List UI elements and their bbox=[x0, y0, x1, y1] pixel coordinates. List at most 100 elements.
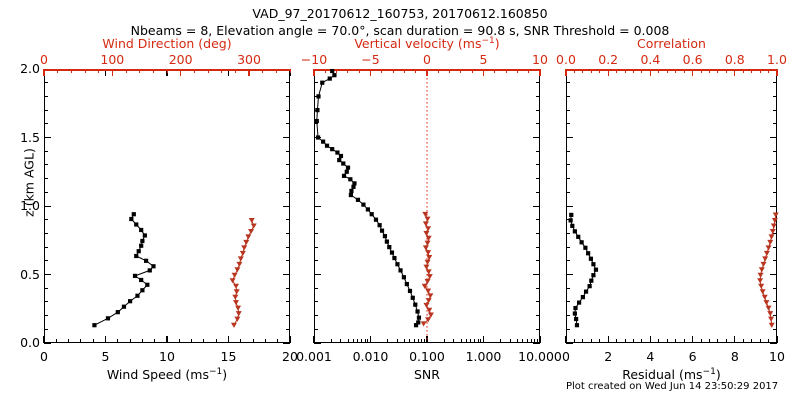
y-tick-minor bbox=[44, 178, 48, 180]
x-top-tick-minor bbox=[768, 69, 770, 73]
x-top-tick-major bbox=[248, 69, 250, 76]
x-tick-minor bbox=[536, 339, 538, 343]
x-tick-minor bbox=[526, 339, 528, 343]
y-tick-major bbox=[314, 274, 321, 276]
y-tick-label: 2.0 bbox=[20, 61, 40, 76]
x-top-tick-minor bbox=[221, 69, 223, 73]
y-tick-minor bbox=[536, 328, 540, 330]
y-tick-major bbox=[283, 274, 290, 276]
x-tick-minor bbox=[443, 339, 445, 343]
x-top-tick-minor bbox=[70, 69, 72, 73]
y-tick-minor bbox=[286, 95, 290, 97]
x-tick-minor bbox=[768, 339, 770, 343]
x-tick-major bbox=[539, 336, 541, 343]
x-tick-minor bbox=[465, 339, 467, 343]
y-tick-minor bbox=[314, 315, 318, 317]
y-tick-minor bbox=[536, 219, 540, 221]
y-tick-minor bbox=[286, 82, 290, 84]
y-tick-minor bbox=[314, 95, 318, 97]
x-tick-minor bbox=[708, 339, 710, 343]
y-tick-major bbox=[770, 274, 777, 276]
y-tick-minor bbox=[566, 205, 570, 207]
y-tick-minor bbox=[566, 328, 570, 330]
x-tick-label: 0.010 bbox=[352, 349, 389, 364]
x-axis-title-bottom: Residual (ms−1) bbox=[622, 367, 721, 383]
x-tick-minor bbox=[357, 339, 359, 343]
x-tick-minor bbox=[252, 339, 254, 343]
x-top-tick-minor bbox=[234, 69, 236, 73]
x-axis-title-top: Wind Direction (deg) bbox=[102, 36, 232, 51]
x-tick-label: 5 bbox=[101, 349, 110, 364]
x-top-tick-minor bbox=[528, 69, 530, 73]
x-tick-minor bbox=[683, 339, 685, 343]
y-tick-minor bbox=[536, 260, 540, 262]
y-tick-minor bbox=[566, 287, 570, 289]
y-tick-minor bbox=[314, 232, 318, 234]
y-tick-minor bbox=[286, 328, 290, 330]
x-tick-minor bbox=[725, 339, 727, 343]
y-tick-minor bbox=[566, 315, 570, 317]
x-tick-minor bbox=[80, 339, 82, 343]
y-tick-minor bbox=[286, 191, 290, 193]
y-tick-minor bbox=[286, 205, 290, 207]
x-tick-minor bbox=[453, 339, 455, 343]
x-top-tick-major bbox=[482, 69, 485, 76]
y-tick-minor bbox=[314, 328, 318, 330]
x-top-tick-minor bbox=[666, 69, 668, 73]
y-tick-minor bbox=[773, 301, 777, 303]
x-top-tick-label: −10 bbox=[300, 52, 328, 67]
y-tick-minor bbox=[314, 164, 318, 166]
y-tick-minor bbox=[773, 287, 777, 289]
x-top-tick-major bbox=[313, 69, 315, 76]
y-tick-label: 1.5 bbox=[20, 129, 40, 145]
y-tick-minor bbox=[286, 219, 290, 221]
x-top-tick-minor bbox=[152, 69, 154, 73]
x-tick-minor bbox=[599, 339, 601, 343]
x-tick-minor bbox=[460, 339, 462, 343]
y-tick-minor bbox=[566, 109, 570, 111]
x-top-tick-label: 1.0 bbox=[767, 52, 787, 67]
y-tick-minor bbox=[44, 232, 48, 234]
x-tick-label: 20 bbox=[282, 349, 298, 364]
y-tick-label: 0.5 bbox=[20, 266, 40, 282]
x-tick-major bbox=[166, 336, 168, 343]
x-tick-major bbox=[607, 336, 609, 343]
x-tick-minor bbox=[240, 339, 242, 343]
x-tick-label: 8 bbox=[730, 349, 739, 364]
x-top-tick-minor bbox=[471, 69, 473, 73]
y-tick-minor bbox=[314, 301, 318, 303]
x-top-tick-minor bbox=[658, 69, 660, 73]
y-tick-major bbox=[283, 137, 290, 139]
y-tick-major bbox=[314, 342, 321, 344]
y-tick-minor bbox=[286, 246, 290, 248]
x-top-tick-minor bbox=[324, 69, 326, 73]
y-tick-minor bbox=[566, 301, 570, 303]
x-tick-minor bbox=[534, 339, 536, 343]
y-tick-minor bbox=[566, 260, 570, 262]
y-tick-minor bbox=[286, 315, 290, 317]
x-tick-minor bbox=[68, 339, 70, 343]
x-tick-minor bbox=[404, 339, 406, 343]
y-tick-minor bbox=[286, 178, 290, 180]
y-tick-minor bbox=[314, 109, 318, 111]
x-tick-major bbox=[369, 336, 372, 343]
y-tick-minor bbox=[314, 205, 318, 207]
x-top-tick-minor bbox=[193, 69, 195, 73]
x-tick-major bbox=[734, 336, 736, 343]
plot-title-line2: Nbeams = 8, Elevation angle = 70.0°, sca… bbox=[130, 23, 670, 38]
x-top-tick-minor bbox=[57, 69, 59, 73]
y-tick-minor bbox=[44, 246, 48, 248]
y-tick-minor bbox=[286, 287, 290, 289]
x-top-tick-major bbox=[565, 69, 567, 76]
y-tick-minor bbox=[773, 246, 777, 248]
y-tick-minor bbox=[44, 164, 48, 166]
x-tick-minor bbox=[573, 339, 575, 343]
x-top-tick-minor bbox=[616, 69, 618, 73]
x-top-tick-minor bbox=[700, 69, 702, 73]
x-top-tick-label: −5 bbox=[361, 52, 380, 67]
x-tick-minor bbox=[191, 339, 193, 343]
x-top-tick-minor bbox=[347, 69, 349, 73]
y-tick-minor bbox=[314, 82, 318, 84]
y-tick-minor bbox=[44, 109, 48, 111]
y-tick-major bbox=[283, 342, 290, 344]
